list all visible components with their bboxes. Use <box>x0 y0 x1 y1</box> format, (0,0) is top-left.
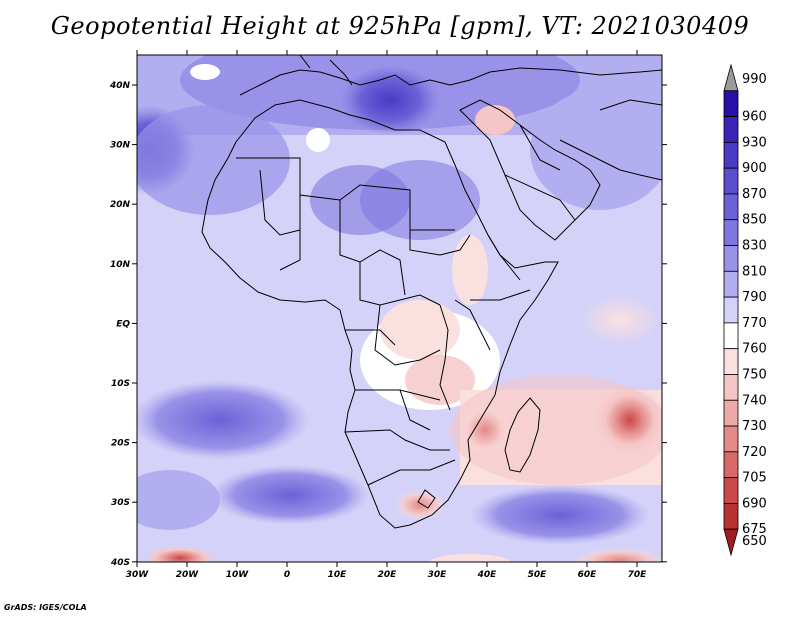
colorbar-label: 900 <box>742 161 767 176</box>
colorbar-label: 790 <box>742 290 767 305</box>
colorbar-swatch <box>723 141 739 169</box>
madagascar-coastline <box>504 397 541 473</box>
colorbar-label: 850 <box>742 213 767 228</box>
longitude-axis: 30W 20W 10W 0 10E 20E 30E 40E 50E 60E 70E <box>126 50 647 580</box>
arabia-coastline <box>459 99 601 241</box>
lon-tick-label: 20W <box>176 570 200 580</box>
colorbar-swatch <box>723 399 739 427</box>
colorbar-label: 930 <box>742 135 767 150</box>
colorbar-label: 810 <box>742 264 767 279</box>
colorbar-label: 675 <box>742 522 767 537</box>
colorbar-label: 830 <box>742 239 767 254</box>
coastlines-borders <box>201 55 662 529</box>
colorbar-label: 770 <box>742 316 767 331</box>
colorbar-swatch <box>723 322 739 350</box>
lat-tick-label: 10S <box>111 379 130 389</box>
colorbar-label: 650 <box>742 534 767 549</box>
colorbar-swatch <box>723 503 739 530</box>
lat-tick-label: 30S <box>111 498 130 508</box>
lon-tick-label: 10E <box>328 570 348 580</box>
colorbar-label: 720 <box>742 445 767 460</box>
colorbar-swatch <box>723 477 739 504</box>
colorbar-swatch <box>723 90 739 117</box>
lon-tick-label: 20E <box>378 570 398 580</box>
lat-tick-label: 20S <box>111 439 130 449</box>
map-frame <box>136 54 663 563</box>
colorbar-swatch <box>723 245 739 272</box>
colorbar-label: 870 <box>742 187 767 202</box>
colorbar-label: 750 <box>742 367 767 382</box>
lat-tick-label: 30N <box>110 141 131 151</box>
lon-tick-label: 30E <box>428 570 448 580</box>
lon-tick-label: 70E <box>628 570 648 580</box>
colorbar-label: 960 <box>742 110 767 125</box>
colorbar-swatch <box>723 219 739 246</box>
grads-credit: GrADS: IGES/COLA <box>4 603 87 612</box>
lat-tick-label: EQ <box>116 319 130 329</box>
colorbar-swatch <box>723 451 739 479</box>
colorbar-legend: 990 960 930 900 870 850 830 810 790 770 760 750 740 7… <box>723 63 767 557</box>
asia-coastline <box>559 139 662 181</box>
lon-tick-label: 10W <box>226 570 250 580</box>
lon-tick-label: 60E <box>578 570 598 580</box>
colorbar-swatch <box>723 193 739 221</box>
lat-tick-label: 40S <box>110 558 130 568</box>
lat-tick-label: 20N <box>110 200 131 210</box>
colorbar-swatch <box>723 116 739 143</box>
lat-tick-label: 10N <box>110 260 131 270</box>
colorbar-label: 760 <box>742 342 767 357</box>
africa-coastline <box>201 99 559 529</box>
colorbar-label: 740 <box>742 393 767 408</box>
europe-coastline <box>239 67 662 96</box>
colorbar-swatch <box>723 167 739 195</box>
colorbar-swatch <box>723 425 739 453</box>
colorbar-swatch <box>723 63 739 92</box>
lon-tick-label: 30W <box>126 570 150 580</box>
map-title: Geopotential Height at 925hPa [gpm], VT:… <box>50 12 750 40</box>
lat-tick-label: 40N <box>109 81 131 91</box>
latitude-axis: 40N 30N 20N 10N EQ 10S 20S 30S 40S <box>109 81 667 568</box>
colorbar-swatch <box>723 528 739 557</box>
colorbar-swatch <box>723 374 739 401</box>
colorbar-label: 690 <box>742 496 767 511</box>
lon-tick-label: 0 <box>284 570 290 580</box>
colorbar-swatch <box>723 270 739 298</box>
colorbar-label: 705 <box>742 471 767 486</box>
colorbar-swatch <box>723 296 739 324</box>
colorbar-label: 730 <box>742 419 767 434</box>
lon-tick-label: 50E <box>528 570 548 580</box>
colorbar-label: 990 <box>742 72 767 87</box>
height-field-shading <box>137 55 662 562</box>
lon-tick-label: 40E <box>477 570 498 580</box>
colorbar-swatch <box>723 348 739 375</box>
